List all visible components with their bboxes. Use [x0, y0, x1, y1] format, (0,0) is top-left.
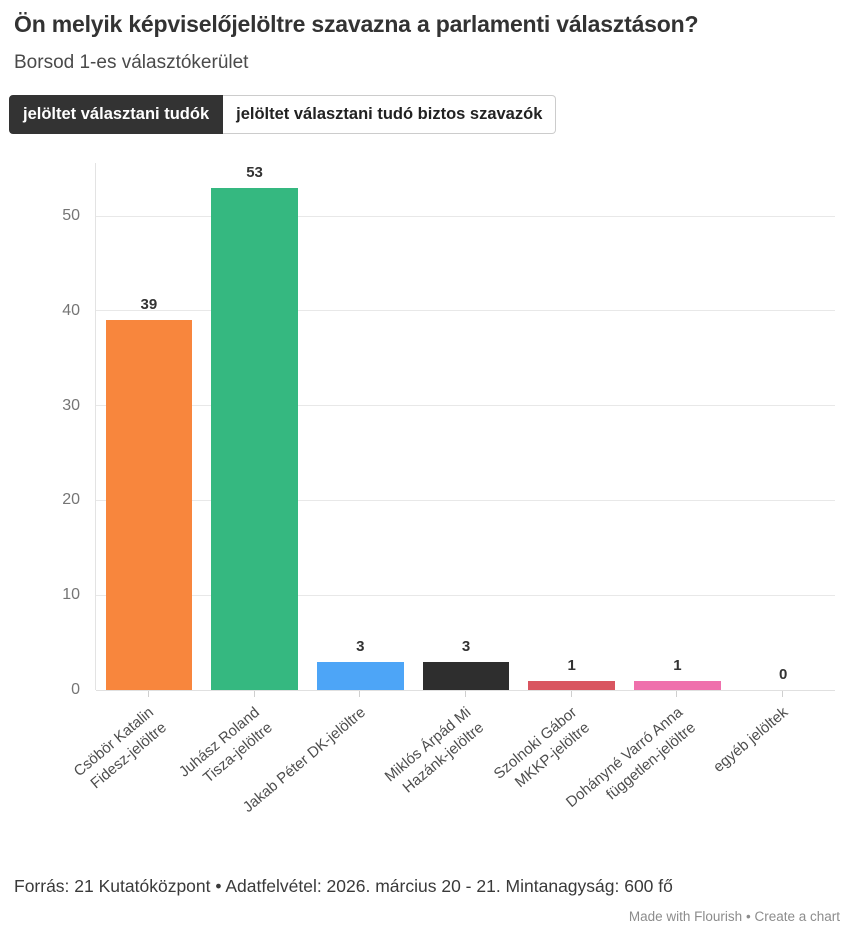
gridline-10: [96, 594, 835, 596]
x-axis-tick: [676, 691, 678, 697]
y-axis-labels: 0 10 20 30 40 50: [0, 163, 86, 698]
bar-1[interactable]: [211, 187, 298, 690]
tab-jeloltet-valasztani-tudok[interactable]: jelöltet választani tudók: [9, 95, 224, 135]
bar-value-label: 1: [673, 656, 682, 674]
bar-value-label: 0: [778, 666, 788, 683]
bar-value-label: 53: [246, 163, 263, 181]
gridline-20: [96, 499, 835, 501]
x-axis-tick: [570, 691, 572, 697]
y-axis-tick-label: 10: [62, 586, 80, 604]
tab-biztos-szavazok[interactable]: jelöltet választani tudó biztos szavazók: [223, 95, 557, 135]
source-note: Forrás: 21 Kutatóközpont • Adatfelvétel:…: [14, 876, 673, 896]
x-axis-tick: [465, 691, 466, 697]
x-axis-tick: [253, 691, 255, 697]
bar-5[interactable]: [634, 680, 721, 690]
made-with-flourish-link[interactable]: Made with Flourish: [628, 909, 743, 924]
y-axis-tick-label: 50: [62, 207, 80, 225]
x-axis-tick: [359, 691, 361, 697]
create-a-chart-link[interactable]: Create a chart: [754, 909, 840, 924]
bar-value-label: 39: [140, 296, 158, 314]
bar-4[interactable]: [528, 680, 616, 690]
y-axis-tick-label: 20: [62, 491, 80, 509]
y-axis-tick-label: 0: [71, 681, 80, 698]
flourish-credit: Made with Flourish • Create a chart: [629, 909, 840, 924]
gridline-40: [96, 310, 835, 312]
x-axis-category-label: Miklós Árpád Mi Hazánk-jelöltre: [381, 703, 488, 801]
x-axis-tick: [782, 691, 784, 697]
credit-separator: •: [745, 909, 751, 924]
x-axis-category-label-line: egyéb jelöltek: [710, 703, 792, 776]
bar-value-label: 3: [461, 637, 471, 655]
bar-3[interactable]: [422, 661, 510, 690]
bar-value-label: 1: [567, 656, 576, 674]
dataset-switcher: jelöltet választani tudók jelöltet válas…: [9, 95, 557, 135]
gridline-50: [96, 215, 835, 217]
x-axis-tick: [147, 691, 149, 697]
gridline-30: [96, 405, 835, 407]
page-title: Ön melyik képviselőjelöltre szavazna a p…: [14, 11, 699, 37]
plot-area: 39 53 3 3 1 1 0: [95, 163, 835, 691]
y-axis-tick-label: 40: [62, 301, 80, 319]
x-axis-labels: Csöbör Katalin Fidesz-jelöltre Juhász Rola…: [71, 690, 835, 876]
x-axis-category-label: egyéb jelöltek: [710, 703, 793, 777]
bar-2[interactable]: [316, 661, 404, 690]
bar-value-label: 3: [356, 637, 365, 655]
bar-0[interactable]: [105, 320, 193, 690]
y-axis-tick-label: 30: [62, 396, 80, 414]
page-subtitle: Borsod 1-es választókerület: [14, 52, 249, 73]
gridline-0: [96, 689, 835, 691]
x-axis-category-label: Csöbör Katalin Fidesz-jelöltre: [70, 703, 170, 796]
